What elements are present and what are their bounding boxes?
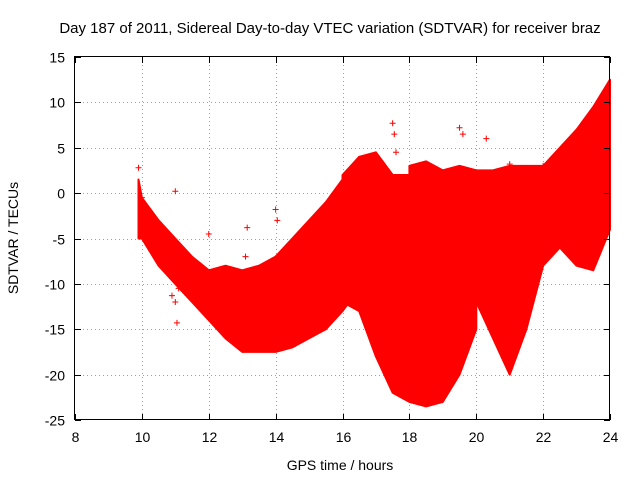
x-tick-label: 14 [269,429,285,445]
data-point [272,206,279,213]
plot-area [135,78,611,408]
data-point [175,285,182,292]
data-point [173,319,180,326]
x-tick-label: 12 [202,429,218,445]
data-point [389,120,396,127]
data-point [483,135,490,142]
data-point [391,131,398,138]
data-point [244,224,251,231]
data-point [135,164,142,171]
x-tick-label: 8 [72,429,80,445]
data-point [205,312,212,319]
y-tick-label: -20 [45,368,65,384]
data-band [137,169,361,353]
y-tick-label: -10 [45,277,65,293]
data-point [168,292,175,299]
y-tick-label: 10 [49,95,65,111]
grid [75,57,610,420]
data-point [459,131,466,138]
data-point [205,230,212,237]
x-tick-label: 22 [536,429,552,445]
data-point [456,124,463,131]
y-tick-label: 5 [57,141,65,157]
y-tick-label: -15 [45,322,65,338]
data-point [172,299,179,306]
y-tick-label: -5 [53,232,66,248]
plot-frame [74,56,610,420]
y-tick-label: -25 [45,413,65,429]
data-point [506,161,513,168]
chart-title: Day 187 of 2011, Sidereal Day-to-day VTE… [59,20,600,37]
y-tick-label: 0 [57,186,65,202]
data-point [138,194,145,201]
x-tick-label: 20 [469,429,485,445]
x-tick-label: 18 [402,429,418,445]
data-point [393,149,399,156]
x-axis-label: GPS time / hours [287,457,394,473]
x-tick-label: 24 [603,429,619,445]
x-tick-label: 10 [135,429,151,445]
data-point [540,162,547,169]
x-tick-label: 16 [336,429,352,445]
y-tick-label: 15 [49,50,65,66]
data-point [274,217,281,224]
data-point [172,188,179,195]
y-axis-label: SDTVAR / TECUs [5,182,21,294]
data-point [242,253,249,260]
